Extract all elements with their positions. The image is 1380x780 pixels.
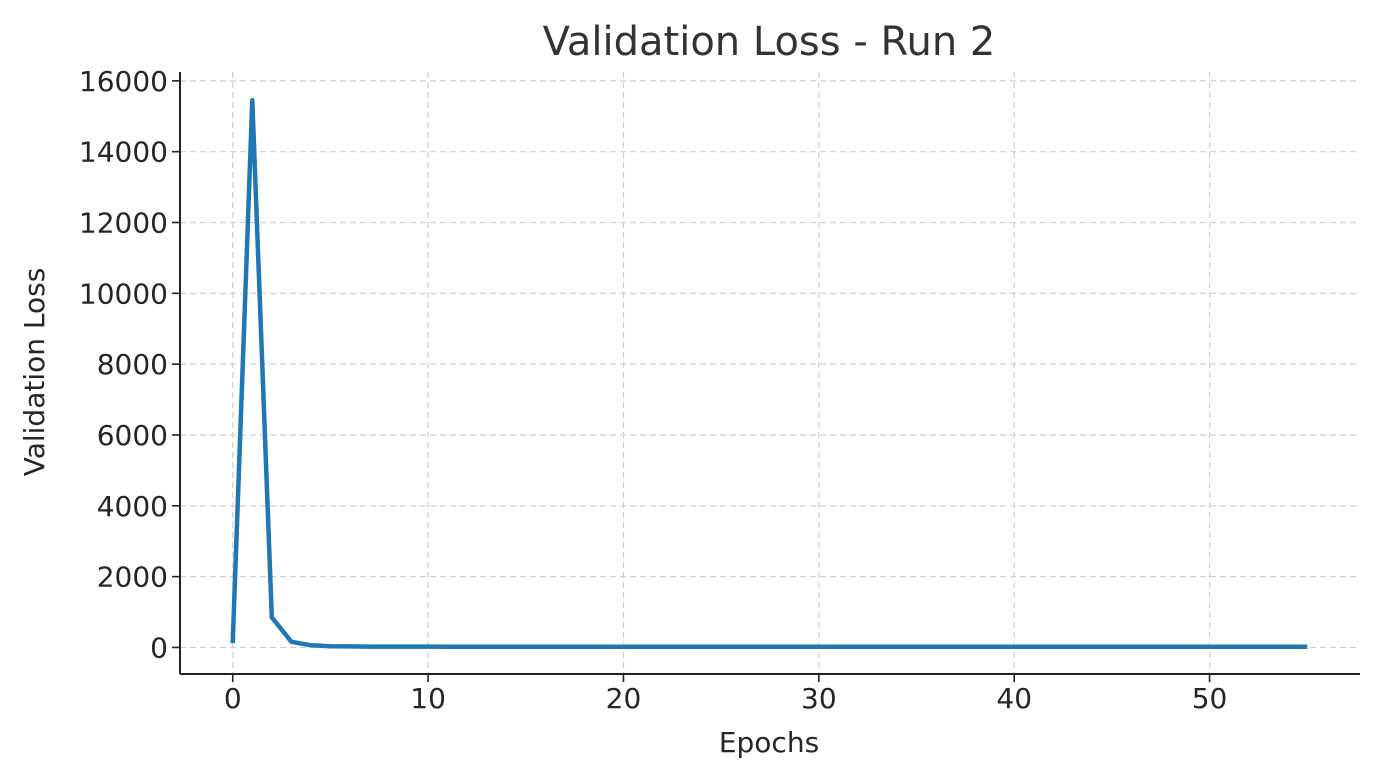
x-tick-label: 50 bbox=[1192, 682, 1228, 715]
y-tick-label: 6000 bbox=[97, 419, 168, 452]
y-tick-label: 14000 bbox=[79, 136, 168, 169]
x-axis-label: Epochs bbox=[719, 726, 819, 759]
plot-series bbox=[230, 98, 1308, 649]
y-tick-label: 2000 bbox=[97, 561, 168, 594]
y-axis: 0 2000 4000 6000 8000 10000 12000 14000 16000 bbox=[79, 65, 180, 664]
x-tick-label: 30 bbox=[801, 682, 837, 715]
x-axis: 0 10 20 30 40 50 bbox=[224, 674, 1228, 715]
x-tick-label: 10 bbox=[410, 682, 446, 715]
y-tick-label: 0 bbox=[150, 631, 168, 664]
y-tick-label: 8000 bbox=[97, 348, 168, 381]
y-tick-label: 16000 bbox=[79, 65, 168, 98]
y-axis-label: Validation Loss bbox=[18, 268, 51, 477]
series-line bbox=[230, 98, 1308, 649]
y-tick-label: 4000 bbox=[97, 490, 168, 523]
chart-title: Validation Loss - Run 2 bbox=[543, 19, 996, 65]
x-tick-label: 40 bbox=[996, 682, 1032, 715]
x-tick-label: 20 bbox=[606, 682, 642, 715]
y-tick-label: 12000 bbox=[79, 207, 168, 240]
grid bbox=[180, 72, 1360, 674]
y-tick-label: 10000 bbox=[79, 277, 168, 310]
x-tick-label: 0 bbox=[224, 682, 242, 715]
